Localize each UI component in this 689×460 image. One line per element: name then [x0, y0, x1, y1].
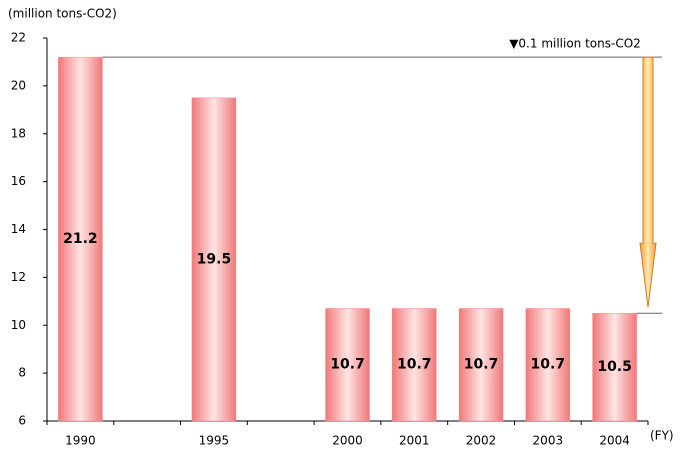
x-tick-label: 2000: [332, 434, 363, 448]
y-tick-label: 16: [11, 174, 26, 188]
value-label: 19.5: [197, 251, 232, 267]
y-tick-label: 6: [18, 414, 26, 428]
x-tick-label: 1995: [199, 434, 230, 448]
x-tick-label: 2004: [599, 434, 630, 448]
bar: [325, 308, 370, 422]
change-arrow: [639, 56, 657, 308]
x-tick-label: 1990: [65, 434, 96, 448]
bar: [525, 308, 571, 422]
annotation: ▼0.1 million tons-CO2: [509, 37, 641, 51]
x-axis-label: (FY): [650, 429, 674, 443]
bar: [191, 97, 237, 422]
value-label: 10.7: [464, 357, 499, 373]
y-tick-label: 20: [11, 78, 26, 92]
y-tick-label: 22: [11, 31, 26, 45]
y-tick-label: 18: [11, 126, 26, 140]
y-axis-label: (million tons-CO2): [8, 7, 117, 21]
value-label: 10.7: [531, 357, 566, 373]
bar: [58, 56, 103, 422]
bar: [592, 313, 637, 422]
x-tick-label: 2002: [466, 434, 497, 448]
bar: [392, 308, 437, 422]
value-label: 21.2: [63, 231, 98, 247]
x-tick-label: 2003: [533, 434, 564, 448]
y-tick-label: 14: [11, 222, 26, 236]
y-tick-label: 12: [11, 270, 26, 284]
value-label: 10.7: [397, 357, 432, 373]
value-label: 10.7: [330, 357, 365, 373]
y-tick-label: 10: [11, 318, 26, 332]
x-tick-label: 2001: [399, 434, 430, 448]
y-tick-label: 8: [18, 366, 26, 380]
value-label: 10.5: [597, 359, 632, 375]
bar: [458, 308, 504, 422]
